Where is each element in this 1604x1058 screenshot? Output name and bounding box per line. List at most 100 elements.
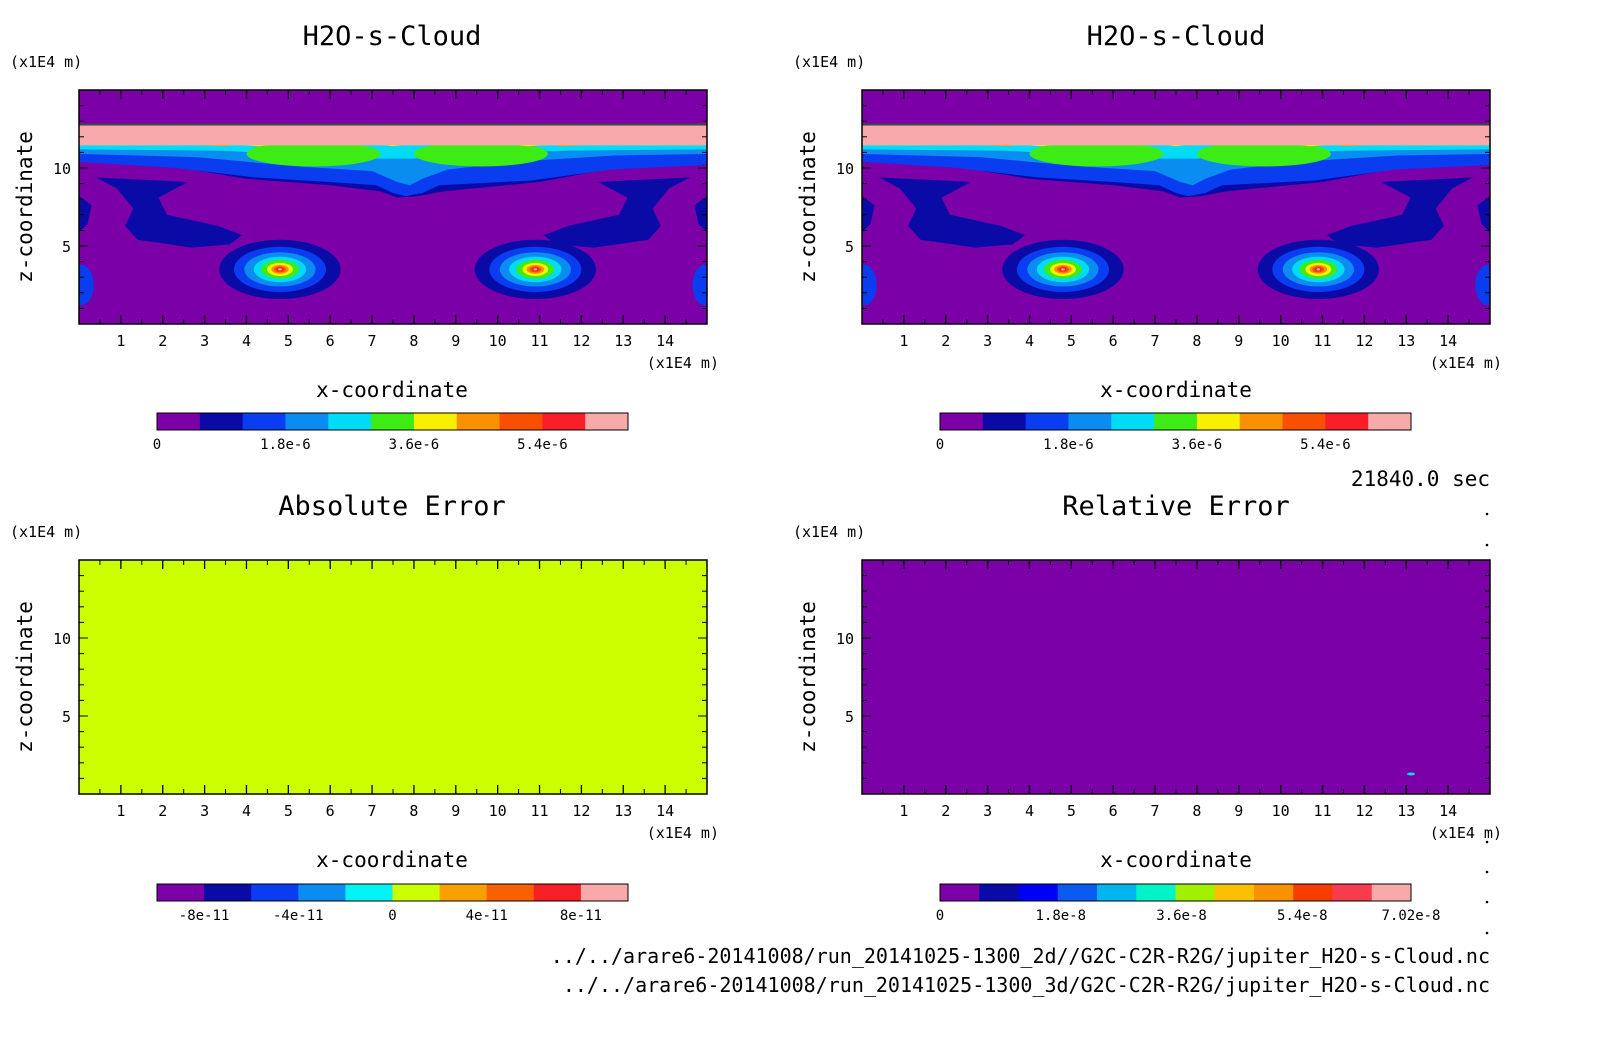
heatmap-field xyxy=(862,90,1490,324)
x-tick-label: 9 xyxy=(1234,332,1243,350)
bubble-left-ring-10 xyxy=(1061,268,1065,271)
edge-blob-left xyxy=(862,264,877,306)
edge-dot xyxy=(1485,512,1489,516)
colorbar-swatch xyxy=(580,884,629,901)
heatmap-field xyxy=(79,560,707,794)
x-axis-unit: (x1E4 m) xyxy=(1430,354,1502,372)
x-axis-unit: (x1E4 m) xyxy=(647,354,719,372)
colorbar-swatch xyxy=(345,884,393,901)
x-tick-label: 10 xyxy=(1272,802,1290,820)
x-tick-label: 11 xyxy=(531,802,549,820)
colorbar-swatch xyxy=(1293,884,1333,901)
y-tick-label: 5 xyxy=(845,708,854,726)
x-axis-title: x-coordinate xyxy=(1100,848,1252,872)
x-axis-unit: (x1E4 m) xyxy=(1430,824,1502,842)
colorbar-swatch xyxy=(486,884,535,901)
colorbar-swatch xyxy=(1111,413,1155,430)
colorbar: -8e-11 -4e-11 0 4e-11 8e-11 xyxy=(156,883,629,924)
heatmap-field xyxy=(79,90,707,324)
colorbar-swatch xyxy=(1057,884,1098,901)
dark-wisp-right xyxy=(1326,177,1474,248)
plot-title: H2O-s-Cloud xyxy=(1087,21,1266,52)
colorbar-swatch xyxy=(1136,884,1176,901)
colorbar-tick-label: -4e-11 xyxy=(273,908,324,924)
x-tick-label: 9 xyxy=(451,332,460,350)
colorbar-swatch xyxy=(242,413,286,430)
x-tick-label: 14 xyxy=(656,802,674,820)
colorbar-tick-label: 3.6e-6 xyxy=(389,437,440,453)
colorbar-swatch xyxy=(392,884,441,901)
x-tick-label: 2 xyxy=(158,802,167,820)
colorbar-tick-label: 0 xyxy=(153,437,161,453)
edge-dot xyxy=(1485,543,1489,547)
colorbar-tick-label: 0 xyxy=(936,437,944,453)
colorbar-swatch xyxy=(298,884,346,901)
colorbar-swatch xyxy=(1332,884,1373,901)
colorbar-swatch xyxy=(940,884,980,901)
x-tick-label: 6 xyxy=(326,332,335,350)
edge-dots xyxy=(1485,512,1489,935)
bubble-right-ring-10 xyxy=(533,268,538,271)
x-tick-label: 3 xyxy=(983,802,992,820)
y-axis-unit: (x1E4 m) xyxy=(10,53,82,71)
file-path-2d: ../../arare6-20141008/run_20141025-1300_… xyxy=(551,944,1490,968)
y-axis-unit: (x1E4 m) xyxy=(793,523,865,541)
colorbar-tick-label: 7.02e-8 xyxy=(1381,908,1440,924)
colorbar-swatch xyxy=(1196,413,1241,430)
uniform-field xyxy=(862,560,1490,794)
colorbar-swatch xyxy=(1068,413,1112,430)
dark-wisp-left xyxy=(878,177,1026,248)
bubble-right-ring-10 xyxy=(1316,268,1321,271)
edge-dot xyxy=(1485,840,1489,844)
x-tick-label: 6 xyxy=(1109,332,1118,350)
plot-title: Relative Error xyxy=(1062,491,1290,522)
colorbar-tick-label: 1.8e-6 xyxy=(260,437,311,453)
green-patch-right xyxy=(413,141,548,167)
edge-dot xyxy=(1485,870,1489,874)
x-tick-label: 12 xyxy=(1355,802,1373,820)
plot-title: Absolute Error xyxy=(278,491,506,522)
heatmap-field xyxy=(862,560,1490,794)
y-tick-label: 10 xyxy=(836,630,854,648)
colorbar-swatch xyxy=(1097,884,1137,901)
colorbar-swatch xyxy=(499,413,543,430)
x-tick-label: 4 xyxy=(1025,332,1034,350)
y-tick-label: 5 xyxy=(845,238,854,256)
colorbar-swatch xyxy=(982,413,1027,430)
colorbar-swatch xyxy=(940,413,984,430)
colorbar-swatch xyxy=(285,413,329,430)
colorbar: 0 1.8e-6 3.6e-6 5.4e-6 xyxy=(936,412,1412,453)
green-patch-left xyxy=(1029,141,1164,167)
band-top-pink xyxy=(79,123,707,146)
y-axis-title: z-coordinate xyxy=(13,131,37,283)
edge-wisp-right xyxy=(694,196,707,232)
edge-wisp-right xyxy=(1477,196,1490,232)
y-tick-label: 5 xyxy=(62,238,71,256)
colorbar-swatch xyxy=(585,413,629,430)
colorbar-swatch xyxy=(533,884,582,901)
colorbar-tick-label: 8e-11 xyxy=(560,908,602,924)
x-tick-label: 9 xyxy=(1234,802,1243,820)
bubble-left-ring-10 xyxy=(278,268,282,271)
band-top-edge xyxy=(862,123,1490,126)
edge-blob-right xyxy=(692,264,707,306)
x-tick-label: 11 xyxy=(531,332,549,350)
edge-dot xyxy=(1485,931,1489,935)
x-tick-label: 14 xyxy=(1439,332,1457,350)
x-tick-label: 13 xyxy=(1397,802,1415,820)
x-tick-label: 6 xyxy=(326,802,335,820)
y-axis-unit: (x1E4 m) xyxy=(10,523,82,541)
y-axis-title: z-coordinate xyxy=(13,601,37,753)
x-tick-label: 9 xyxy=(451,802,460,820)
x-tick-label: 5 xyxy=(1067,332,1076,350)
x-tick-label: 7 xyxy=(1151,802,1160,820)
colorbar-frame xyxy=(939,883,1412,902)
edge-wisp-left xyxy=(79,196,92,232)
panel-2: H2O-s-Cloud(x1E4 m)(x1E4 m)1 2 3 4 5 6 7 8 9 10 11… xyxy=(793,21,1502,453)
colorbar-swatch xyxy=(413,413,458,430)
colorbar-tick-label: 0 xyxy=(936,908,944,924)
x-tick-label: 10 xyxy=(489,332,507,350)
x-tick-label: 8 xyxy=(1192,802,1201,820)
colorbar-tick-label: 5.4e-8 xyxy=(1277,908,1328,924)
x-tick-label: 10 xyxy=(1272,332,1290,350)
